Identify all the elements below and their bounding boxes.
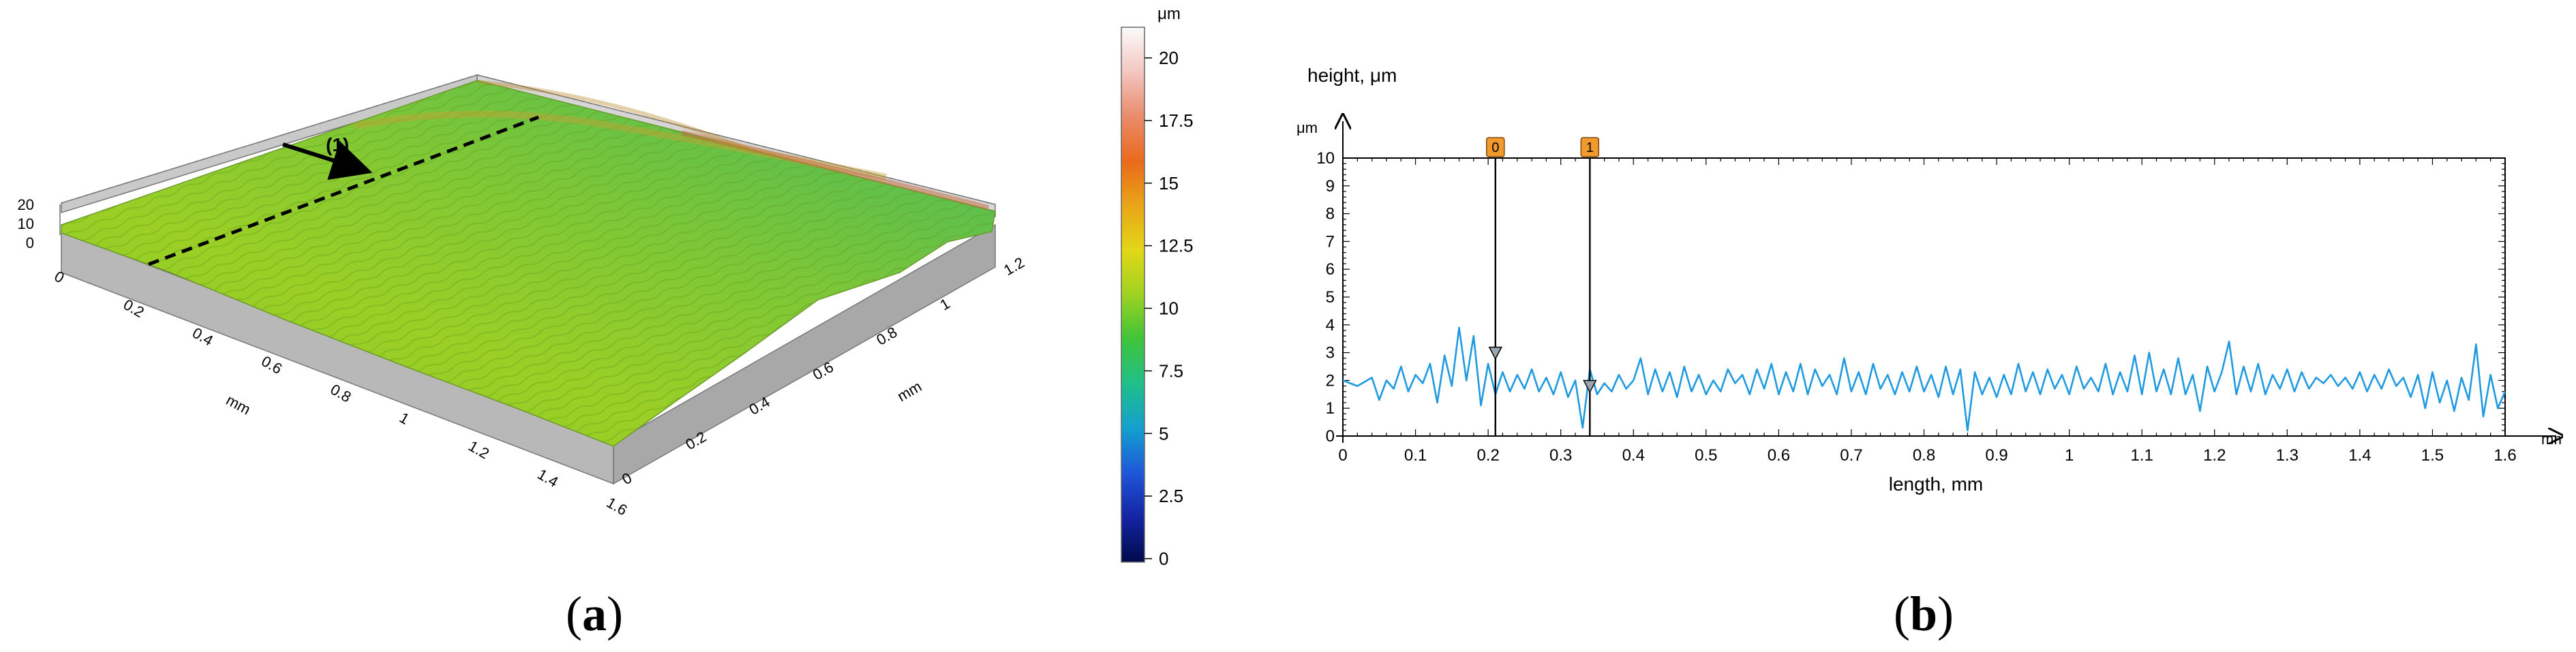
y-tick-3d: 1 bbox=[937, 295, 953, 314]
panel-label-b-close: ) bbox=[1937, 587, 1954, 641]
profile-line-label: (1) bbox=[326, 134, 349, 155]
colorbar-tick-label: 5 bbox=[1159, 423, 1168, 444]
x-tick-3d: 1.6 bbox=[604, 494, 631, 519]
y-axis-title: height, μm bbox=[1307, 65, 1397, 86]
y-tick-label: 2 bbox=[1326, 371, 1335, 390]
panel-label-a: (a) bbox=[566, 586, 623, 642]
cursor-marker-1[interactable] bbox=[1583, 379, 1597, 394]
cursor-tag-1[interactable] bbox=[1580, 137, 1600, 157]
panel-label-a-letter: a bbox=[581, 587, 607, 641]
x-tick-3d: 1.2 bbox=[466, 437, 492, 463]
colorbar-tick-label: 12.5 bbox=[1159, 236, 1194, 256]
x-tick-label: 1.5 bbox=[2421, 446, 2444, 465]
x-tick-label: 1.6 bbox=[2494, 446, 2516, 465]
colorbar-tick-label: 20 bbox=[1159, 48, 1179, 68]
x-tick-label: 1 bbox=[2065, 446, 2074, 465]
colorbar bbox=[1121, 27, 1145, 563]
x-tick-label: 1.4 bbox=[2348, 446, 2371, 465]
y-tick-label: 0 bbox=[1326, 427, 1335, 446]
x-axis-label: mm bbox=[224, 391, 254, 418]
panel-label-a-open: ( bbox=[566, 587, 582, 641]
z-tick: 20 bbox=[18, 196, 34, 213]
surface-box-front-right bbox=[613, 223, 996, 485]
colorbar-tick-label: 0 bbox=[1159, 548, 1168, 569]
y-tick-label: 6 bbox=[1326, 260, 1335, 279]
plot-area: 0 0.1 0.2 0.3 0.4 0.5 0.6 0.7 0.8 0.9 1 1.1 1.2 1.3 1.… bbox=[1316, 121, 2556, 465]
profile-chart: height, μm μm mm length, mm 0 0.1 0.2 0.3 0.… bbox=[1297, 65, 2563, 495]
cursor-marker-0[interactable] bbox=[1488, 346, 1503, 360]
y-tick-label: 9 bbox=[1326, 177, 1335, 196]
y-tick-label: 5 bbox=[1326, 288, 1335, 307]
y-tick-label: 1 bbox=[1326, 399, 1335, 418]
panel-label-a-close: ) bbox=[606, 587, 623, 641]
y-axis-label: mm bbox=[894, 377, 924, 405]
x-tick-label: 1.2 bbox=[2203, 446, 2226, 465]
x-tick-label: 0.5 bbox=[1695, 446, 1717, 465]
surface-3d-figure: (1) 20 10 0 00.20.40.60.811.21.41.6 mm 0… bbox=[18, 5, 1194, 569]
profile-direction-arrow bbox=[282, 140, 373, 181]
x-tick-label: 1.3 bbox=[2276, 446, 2299, 465]
colorbar-tick-label: 15 bbox=[1159, 173, 1179, 193]
profile-line bbox=[148, 115, 539, 266]
x-tick-label: 0.4 bbox=[1622, 446, 1645, 465]
y-tick-3d: 1.2 bbox=[1001, 253, 1027, 279]
x-tick-label: 0.2 bbox=[1476, 446, 1499, 465]
colorbar-unit: μm bbox=[1157, 5, 1181, 23]
x-tick-label: 0.6 bbox=[1768, 446, 1790, 465]
x-tick-3d: 0.8 bbox=[328, 381, 354, 406]
panel-label-b-open: ( bbox=[1894, 587, 1910, 641]
x-tick-3d: 1.4 bbox=[534, 465, 561, 491]
y-tick-label: 8 bbox=[1326, 205, 1335, 223]
x-axis-title: length, mm bbox=[1889, 474, 1984, 495]
y-tick-label: 10 bbox=[1316, 149, 1335, 168]
profile-series-line bbox=[1342, 326, 2506, 432]
x-tick-label: 0.1 bbox=[1404, 446, 1427, 465]
x-tick-label: 1.1 bbox=[2131, 446, 2153, 465]
x-tick-label: 0.9 bbox=[1985, 446, 2007, 465]
x-tick-label: 0 bbox=[1338, 446, 1347, 465]
y-axis-unit: μm bbox=[1297, 119, 1318, 136]
y-tick-label: 7 bbox=[1326, 232, 1335, 251]
z-tick: 0 bbox=[26, 234, 34, 251]
cursor-tag-label: 1 bbox=[1586, 140, 1594, 155]
colorbar-tick-label: 7.5 bbox=[1159, 360, 1183, 381]
colorbar-tick-label: 17.5 bbox=[1159, 110, 1194, 131]
x-tick-label: 0.7 bbox=[1840, 446, 1862, 465]
x-tick-3d: 0 bbox=[52, 268, 67, 287]
x-tick-3d: 1 bbox=[397, 409, 412, 428]
x-tick-label: 0.8 bbox=[1913, 446, 1935, 465]
y-tick-label: 4 bbox=[1326, 316, 1335, 335]
x-axis-unit: mm bbox=[2541, 431, 2563, 448]
panel-label-b: (b) bbox=[1894, 586, 1954, 642]
colorbar-ticks: 20 17.5 15 12.5 10 7.5 5 2.5 0 bbox=[1145, 48, 1194, 569]
cursor-tag-label: 0 bbox=[1491, 140, 1499, 155]
x-tick-label: 0.3 bbox=[1549, 446, 1572, 465]
colorbar-tick-label: 10 bbox=[1159, 298, 1179, 319]
panel-label-b-letter: b bbox=[1909, 587, 1938, 641]
cursor-tag-0[interactable] bbox=[1486, 137, 1505, 157]
plot-frame bbox=[1342, 157, 2506, 437]
z-tick: 10 bbox=[18, 215, 34, 232]
y-tick-label: 3 bbox=[1326, 344, 1335, 362]
colorbar-tick-label: 2.5 bbox=[1159, 486, 1183, 506]
z-axis: 20 10 0 bbox=[18, 196, 61, 251]
